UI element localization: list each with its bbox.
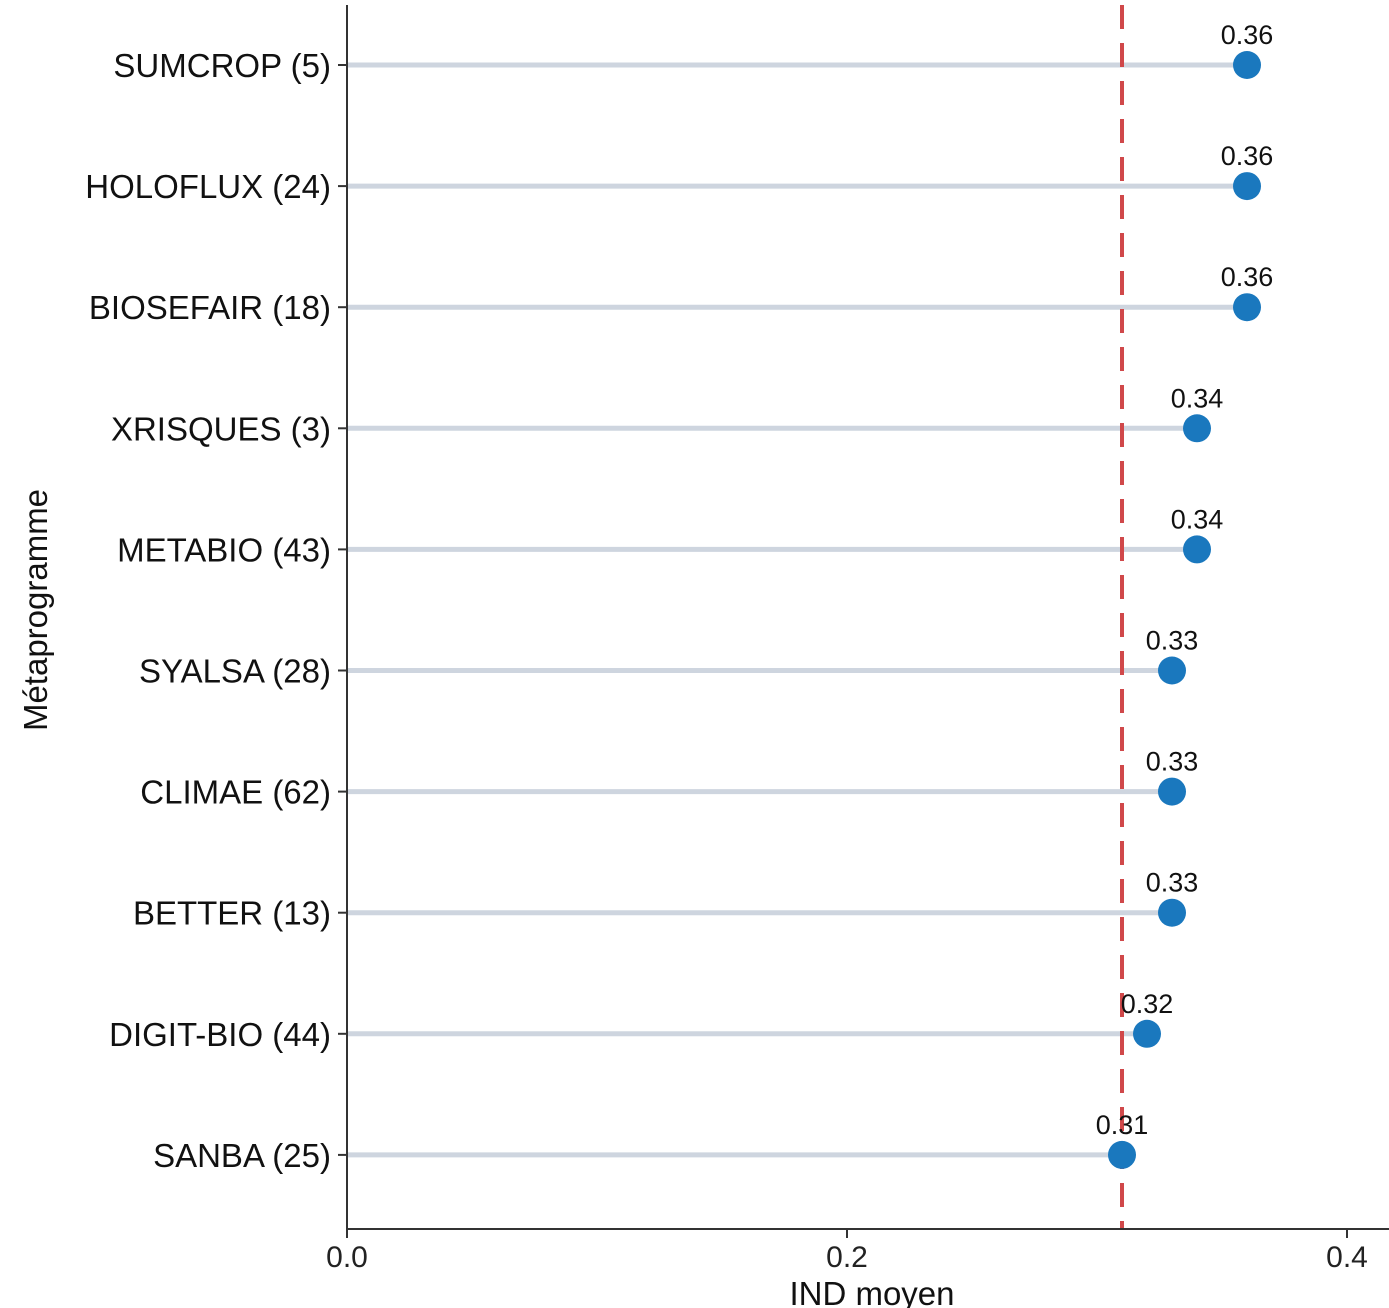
x-tick-label: 0.4 — [1326, 1241, 1368, 1274]
points-layer — [1108, 51, 1261, 1169]
y-tick-label: BETTER (13) — [133, 895, 331, 932]
lollipop-point — [1233, 51, 1261, 79]
y-tick-label: SANBA (25) — [153, 1137, 331, 1174]
data-label: 0.34 — [1171, 504, 1224, 534]
y-tick-label: DIGIT-BIO (44) — [109, 1016, 331, 1053]
lollipop-point — [1183, 414, 1211, 443]
data-label: 0.36 — [1221, 262, 1274, 292]
data-label: 0.32 — [1121, 989, 1174, 1019]
y-axis-title: Métaprogramme — [17, 489, 54, 731]
x-tick-label: 0.0 — [326, 1241, 368, 1274]
x-axis-title: IND moyen — [789, 1275, 954, 1308]
y-tick-label: METABIO (43) — [117, 531, 331, 568]
data-label: 0.34 — [1171, 383, 1224, 413]
data-label: 0.33 — [1146, 747, 1199, 777]
data-label: 0.36 — [1221, 20, 1274, 50]
lollipop-point — [1233, 172, 1261, 201]
y-tick-label: SUMCROP (5) — [113, 47, 331, 84]
y-tick-label: SYALSA (28) — [139, 653, 331, 690]
y-tick-label: XRISQUES (3) — [111, 410, 331, 447]
y-tick-label: BIOSEFAIR (18) — [89, 289, 331, 326]
axes-layer — [338, 5, 1389, 1238]
x-tick-labels-layer: 0.0 0.2 0.4 — [326, 1241, 1368, 1274]
data-label: 0.36 — [1221, 141, 1274, 171]
lollipop-point — [1158, 777, 1186, 806]
data-label: 0.33 — [1146, 626, 1199, 656]
lollipop-point — [1158, 898, 1186, 927]
lollipop-point — [1183, 535, 1211, 564]
value-labels-layer: 0.36 0.36 0.36 0.34 0.34 0.33 0.33 0.33 0.32 0.31 — [1096, 20, 1274, 1140]
y-tick-label: HOLOFLUX (24) — [85, 168, 331, 205]
x-tick-label: 0.2 — [826, 1241, 868, 1274]
category-labels-layer: SUMCROP (5) HOLOFLUX (24) BIOSEFAIR (18) XR… — [85, 47, 331, 1174]
stems-layer — [347, 62, 1247, 1158]
lollipop-point — [1133, 1019, 1161, 1048]
data-label: 0.33 — [1146, 868, 1199, 898]
lollipop-point — [1233, 293, 1261, 322]
data-label: 0.31 — [1096, 1110, 1149, 1140]
lollipop-point — [1158, 656, 1186, 685]
lollipop-point — [1108, 1140, 1136, 1169]
y-tick-label: CLIMAE (62) — [140, 774, 331, 811]
